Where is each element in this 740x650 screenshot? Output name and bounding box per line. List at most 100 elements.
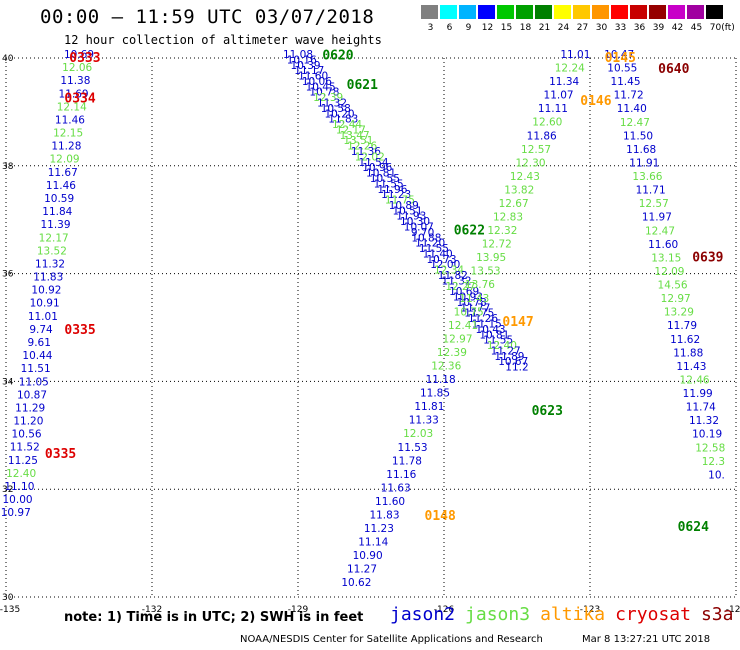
- swh-value: 11.33: [409, 415, 439, 427]
- y-tick-label: 40: [2, 54, 14, 64]
- swh-value: 11.32: [317, 98, 347, 110]
- swh-value: 10.43: [476, 324, 506, 336]
- swh-value: 11.45: [610, 76, 640, 88]
- swh-value: 12.39: [437, 347, 467, 359]
- swh-value: 10.69: [64, 49, 94, 61]
- swh-value: 10.47: [604, 49, 634, 61]
- swh-value: 13.82: [504, 184, 534, 196]
- swh-value: 12.60: [532, 117, 562, 129]
- color-swatch: [440, 5, 457, 19]
- color-swatch: [535, 5, 552, 19]
- swh-value: 10.30: [400, 216, 430, 228]
- swh-value: 11.46: [46, 180, 76, 192]
- swh-value: 10.55: [607, 63, 637, 75]
- color-scale-label: 3: [427, 23, 434, 33]
- swh-value: 11.53: [398, 442, 428, 454]
- swh-value: 12.30: [515, 157, 545, 169]
- swh-value: 11.14: [358, 537, 388, 549]
- swh-value: 11.88: [673, 347, 703, 359]
- swh-value: 11.60: [375, 496, 405, 508]
- swh-value: 11.29: [15, 402, 45, 414]
- swh-value: 12.97: [442, 333, 472, 345]
- pass-label: 0146: [580, 94, 611, 109]
- swh-value: 12.57: [639, 198, 669, 210]
- swh-value: 12.02: [355, 151, 385, 163]
- x-tick-label: -135: [0, 605, 20, 615]
- swh-value: 11.39: [40, 219, 70, 231]
- swh-value: 12.15: [53, 128, 83, 140]
- swh-value: 11.62: [670, 334, 700, 346]
- swh-value: 11.55: [374, 178, 404, 190]
- color-swatch: [459, 5, 476, 19]
- swh-value: 11.52: [10, 442, 40, 454]
- color-swatch: [478, 5, 495, 19]
- swh-value: 11.08: [283, 49, 313, 61]
- swh-value: 11.32: [35, 258, 65, 270]
- pass-label: 0621: [347, 78, 378, 93]
- color-scale-unit: (ft): [721, 23, 735, 33]
- swh-value: 11.36: [351, 146, 381, 158]
- swh-value: 12.47: [620, 117, 650, 129]
- swh-value: 11.83: [369, 509, 399, 521]
- satellite-legend-s3a: s3a: [700, 604, 734, 625]
- swh-value: 11.67: [48, 167, 78, 179]
- swh-value: 11.27: [347, 564, 377, 576]
- swh-value: 11.74: [686, 402, 716, 414]
- swh-value: 12.97: [661, 293, 691, 305]
- swh-value: 11.81: [414, 401, 444, 413]
- swh-value: 11.40: [617, 103, 647, 115]
- swh-value: 10.96: [362, 162, 392, 174]
- y-tick-label: 32: [2, 485, 13, 495]
- color-swatch: [611, 5, 628, 19]
- y-tick-label: 38: [2, 162, 14, 172]
- x-tick-label: -126: [434, 605, 455, 615]
- swh-value: 10.44: [22, 350, 52, 362]
- swh-value: 10.97: [1, 507, 31, 519]
- swh-value: 11.75: [464, 308, 494, 320]
- swh-value: 12.36: [431, 361, 461, 373]
- swh-value: 11.10: [4, 481, 34, 493]
- swh-value: 12.39: [313, 92, 343, 104]
- pass-label: 0148: [425, 509, 456, 524]
- swh-value: 12.03: [403, 428, 433, 440]
- swh-value: 11.2: [505, 362, 528, 374]
- swh-value: 10.90: [353, 550, 383, 562]
- swh-value: 11.16: [386, 469, 416, 481]
- swh-value: 11.96: [377, 184, 407, 196]
- swh-value: 12.46: [680, 374, 710, 386]
- swh-value: 11.17: [294, 65, 324, 77]
- chart-subtitle: 12 hour collection of altimeter wave hei…: [64, 33, 382, 47]
- swh-value: 12.43: [510, 171, 540, 183]
- swh-value: 11.60: [648, 239, 678, 251]
- y-tick-label: 36: [2, 270, 14, 280]
- swh-value: 11.63: [381, 482, 411, 494]
- color-swatch: [630, 5, 647, 19]
- satellite-legend-cryosat: cryosat: [615, 604, 691, 625]
- pass-label: 0623: [532, 404, 563, 419]
- swh-value: 14.56: [658, 280, 688, 292]
- swh-value: 11.77: [460, 302, 490, 314]
- swh-value: 10.39: [291, 60, 321, 72]
- swh-value: 13.76: [465, 279, 495, 291]
- swh-value: 11.38: [60, 75, 90, 87]
- swh-value: 12.41: [448, 320, 478, 332]
- swh-value: 11.11: [538, 103, 568, 115]
- swh-value: 10.78: [309, 87, 339, 99]
- footer-note: note: 1) Time is in UTC; 2) SWH is in fe…: [64, 610, 364, 625]
- swh-value: 11.86: [527, 130, 557, 142]
- color-swatch: [554, 5, 571, 19]
- swh-value: 11.79: [667, 320, 697, 332]
- chart-title: 00:00 – 11:59 UTC 03/07/2018: [40, 6, 375, 28]
- swh-value: 10.69: [449, 286, 479, 298]
- swh-value: 11.05: [19, 376, 49, 388]
- swh-value: 10.06: [302, 76, 332, 88]
- color-scale-label: 21: [538, 23, 551, 33]
- pass-label: 0624: [678, 520, 709, 535]
- swh-value: 11.23: [364, 523, 394, 535]
- swh-value: 11.20: [13, 416, 43, 428]
- swh-value: 13.52: [37, 245, 67, 257]
- swh-value: 12.32: [487, 225, 517, 237]
- satellite-legend-altika: altika: [540, 604, 606, 625]
- swh-value: 10.59: [44, 193, 74, 205]
